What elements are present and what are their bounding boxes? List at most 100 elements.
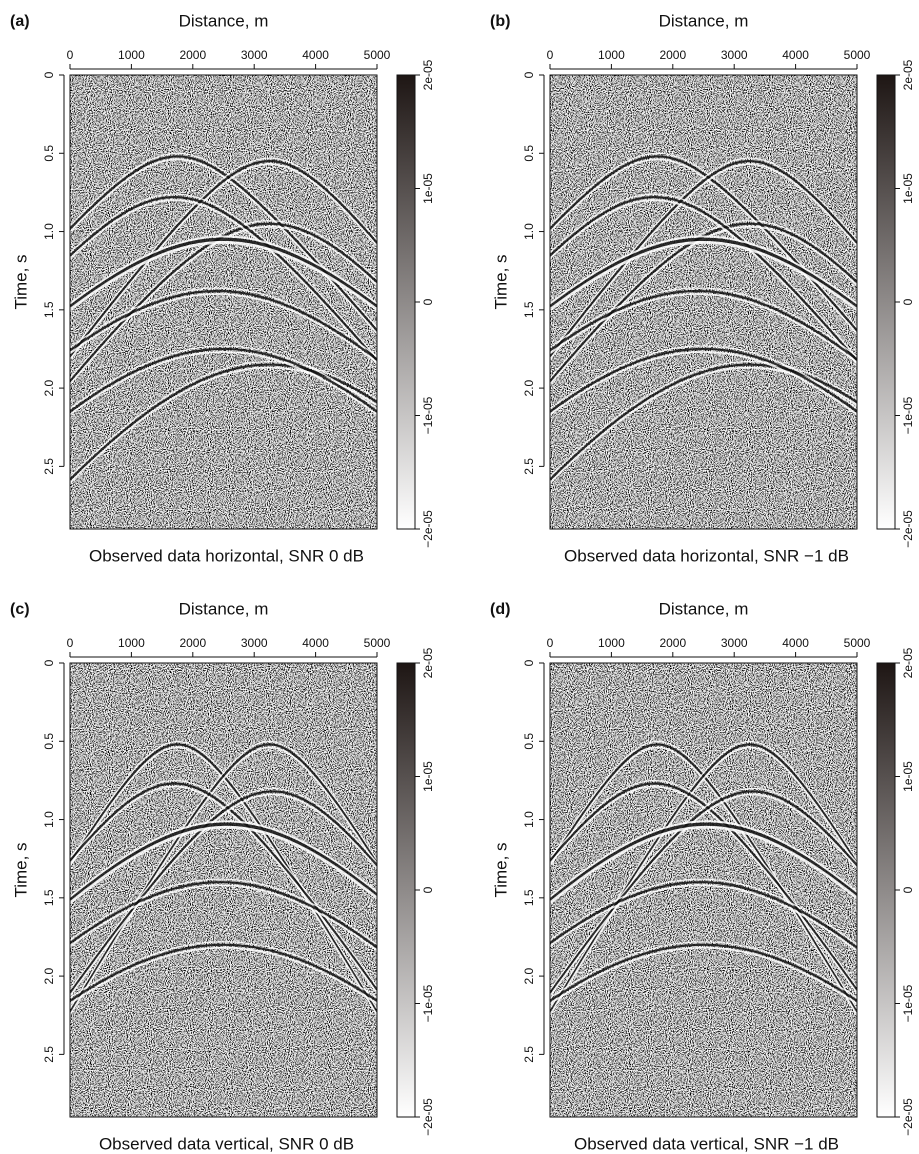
event-curve [550, 790, 857, 994]
colorbar-tick-label: 0 [901, 886, 915, 893]
colorbar-tick-label: 1e-05 [901, 761, 915, 792]
event-curve [70, 293, 377, 364]
y-axis-title: Time, s [11, 254, 30, 309]
colorbar [396, 662, 416, 1118]
colorbar-tick-label: 2e-05 [901, 59, 915, 90]
x-tick-label: 1000 [598, 636, 625, 650]
y-tick-label: 2.0 [522, 967, 536, 984]
panel-label: (c) [10, 601, 30, 618]
event-curve [70, 782, 377, 991]
event-curve [550, 287, 857, 357]
event-curve [550, 787, 857, 991]
caption: Observed data horizontal, SNR 0 dB [89, 546, 364, 565]
noise-image [550, 663, 857, 1117]
colorbar [876, 74, 896, 530]
y-tick-label: 2.0 [42, 967, 56, 984]
colorbar-tick-label: 0 [901, 298, 915, 305]
events [550, 152, 857, 484]
colorbar-tick-label: −2e-05 [901, 1098, 915, 1136]
x-axis-title: Distance, m [179, 599, 269, 618]
panel-label: (d) [490, 601, 510, 618]
event-curve [70, 195, 377, 362]
panel-label: (a) [10, 13, 30, 30]
event-curve [70, 946, 377, 1005]
event-curve [550, 793, 857, 997]
colorbar-tick-label: −2e-05 [901, 510, 915, 548]
y-tick-label: 1.5 [42, 301, 56, 318]
colorbar-tick-label: 0 [421, 886, 435, 893]
y-tick-label: 2.5 [42, 1046, 56, 1063]
colorbar-tick-label: 1e-05 [901, 173, 915, 204]
x-axis-title: Distance, m [659, 11, 749, 30]
colorbar-tick-label: −1e-05 [901, 396, 915, 434]
caption: Observed data vertical, SNR 0 dB [99, 1134, 354, 1153]
y-tick-label: 2.5 [522, 458, 536, 475]
x-axis-title: Distance, m [659, 599, 749, 618]
x-tick-label: 5000 [364, 636, 391, 650]
plot-frame [549, 662, 858, 1118]
x-tick-label: 1000 [598, 48, 625, 62]
x-tick-label: 4000 [782, 636, 809, 650]
y-axis-title: Time, s [11, 842, 30, 897]
event-curve [550, 163, 857, 360]
event-curve [550, 235, 857, 305]
x-tick-label: 3000 [721, 48, 748, 62]
x-tick-label: 4000 [782, 48, 809, 62]
noise-image [70, 663, 377, 1117]
event-curve [550, 195, 857, 362]
event-curve [550, 193, 857, 359]
event-curve [550, 351, 857, 416]
event-curve [550, 878, 857, 945]
x-tick-label: 1000 [118, 48, 145, 62]
event-curve [70, 159, 377, 357]
event-curve [550, 820, 857, 898]
x-tick-label: 4000 [302, 48, 329, 62]
event-curve [70, 787, 377, 991]
caption: Observed data horizontal, SNR −1 dB [564, 546, 849, 565]
x-tick-label: 4000 [302, 636, 329, 650]
event-curve [550, 159, 857, 357]
event-curve [550, 884, 857, 952]
y-tick-label: 1.5 [522, 889, 536, 906]
colorbar-tick-label: −2e-05 [421, 1098, 435, 1136]
x-tick-label: 3000 [241, 48, 268, 62]
event-curve [70, 163, 377, 360]
colorbar-tick-label: −2e-05 [421, 510, 435, 548]
event-curve [70, 822, 377, 902]
event-curve [70, 199, 377, 365]
event-curve [550, 881, 857, 949]
event-curve [550, 240, 857, 311]
plot-frame [69, 662, 378, 1118]
event-curve [70, 347, 377, 413]
event-curve [550, 941, 857, 999]
event-curve [70, 884, 377, 952]
event-curve [550, 199, 857, 365]
y-tick-label: 0 [522, 659, 536, 666]
x-tick-label: 0 [67, 48, 74, 62]
caption: Observed data vertical, SNR −1 dB [574, 1134, 839, 1153]
event-curve [70, 941, 377, 999]
x-tick-label: 2000 [659, 636, 686, 650]
event-curve [550, 345, 857, 410]
colorbar-tick-label: 2e-05 [901, 647, 915, 678]
x-tick-label: 5000 [844, 48, 871, 62]
x-tick-label: 2000 [659, 48, 686, 62]
colorbar [396, 74, 416, 530]
y-tick-label: 2.0 [42, 379, 56, 396]
event-curve [70, 793, 377, 997]
y-tick-label: 2.5 [42, 458, 56, 475]
colorbar-tick-label: −1e-05 [421, 984, 435, 1022]
y-tick-label: 1.5 [42, 889, 56, 906]
event-curve [70, 746, 377, 1016]
y-tick-label: 2.5 [522, 1046, 536, 1063]
event-curve [550, 822, 857, 902]
event-curve [70, 345, 377, 410]
events [70, 152, 377, 484]
event-curve [70, 820, 377, 898]
x-tick-label: 2000 [179, 636, 206, 650]
event-curve [70, 790, 377, 994]
x-tick-label: 5000 [364, 48, 391, 62]
colorbar [876, 662, 896, 1118]
plot-frame [69, 74, 378, 530]
